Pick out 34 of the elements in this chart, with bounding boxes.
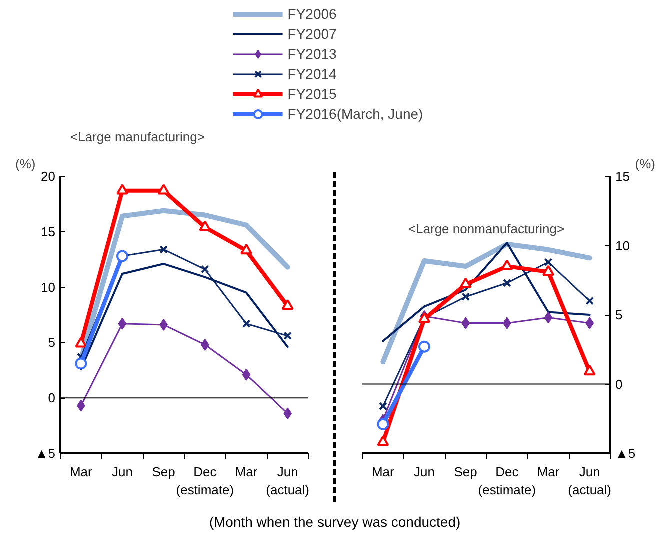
y-tick-label: 5 (48, 335, 56, 350)
y-tick-label: 10 (41, 280, 56, 295)
x-tick-label: Jun (112, 464, 133, 480)
legend-label: FY2014 (288, 66, 337, 82)
x-tick-label: Jun (414, 464, 435, 480)
text: <Large nonmanufacturing> (408, 222, 565, 236)
x-tick-label: Dec (estimate) (176, 464, 234, 498)
x-tick-label: Mar (537, 464, 560, 480)
x-tick-label: Sep (454, 464, 478, 480)
y-tick-label: ▲5 (35, 446, 56, 461)
y-tick-label: 15 (41, 224, 56, 240)
y-tick-label: 0 (48, 390, 56, 406)
legend-label: FY2007 (288, 26, 337, 42)
y-tick-label: 5 (616, 308, 623, 322)
x-axis-title: (Month when the survey was conducted) (209, 513, 461, 532)
legend-label: FY2016(March, June) (288, 106, 424, 122)
x-tick-label: Mar (372, 464, 396, 480)
chart-title: <Large manufacturing> (70, 130, 205, 144)
x-tick-label: Mar (235, 464, 258, 480)
legend-label: FY2006 (288, 6, 337, 22)
x-tick-label: Mar (70, 464, 94, 480)
x-tick-label: Jun (actual) (568, 464, 612, 498)
y-axis-title: (%) (635, 156, 656, 172)
y-tick-label: 10 (616, 238, 630, 254)
x-tick-label: Dec (estimate) (478, 464, 536, 498)
y-tick-label: 15 (616, 169, 630, 184)
legend-label: FY2013 (288, 46, 337, 62)
x-tick-label: Sep (152, 464, 176, 480)
y-tick-label: 0 (616, 376, 623, 392)
y-axis-title: (%) (16, 156, 36, 172)
y-tick-label: 20 (41, 169, 56, 184)
x-tick-label: Jun (actual) (266, 464, 310, 498)
legend-label: FY2015 (288, 86, 337, 102)
y-tick-label: ▲5 (616, 446, 636, 461)
